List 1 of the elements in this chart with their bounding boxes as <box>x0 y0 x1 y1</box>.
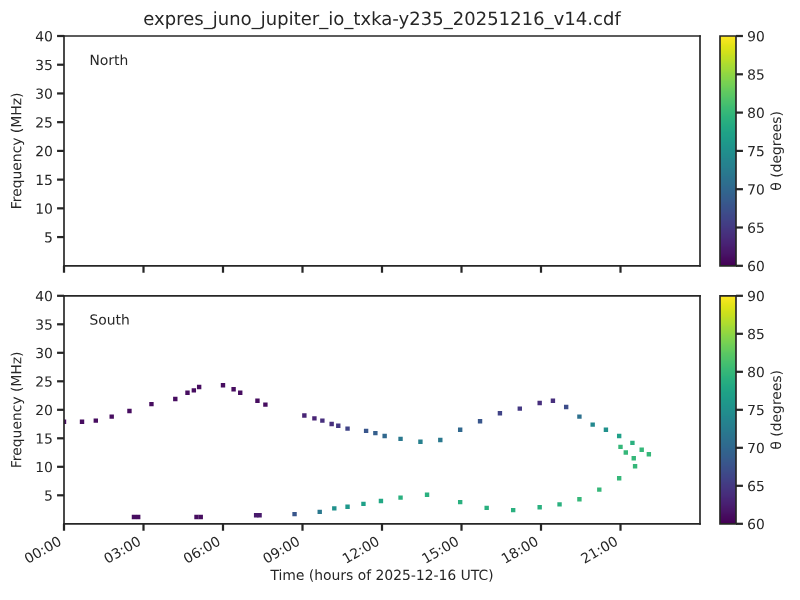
chart-title: expres_juno_jupiter_io_txka-y235_20251216_v14.cdf <box>144 11 622 30</box>
